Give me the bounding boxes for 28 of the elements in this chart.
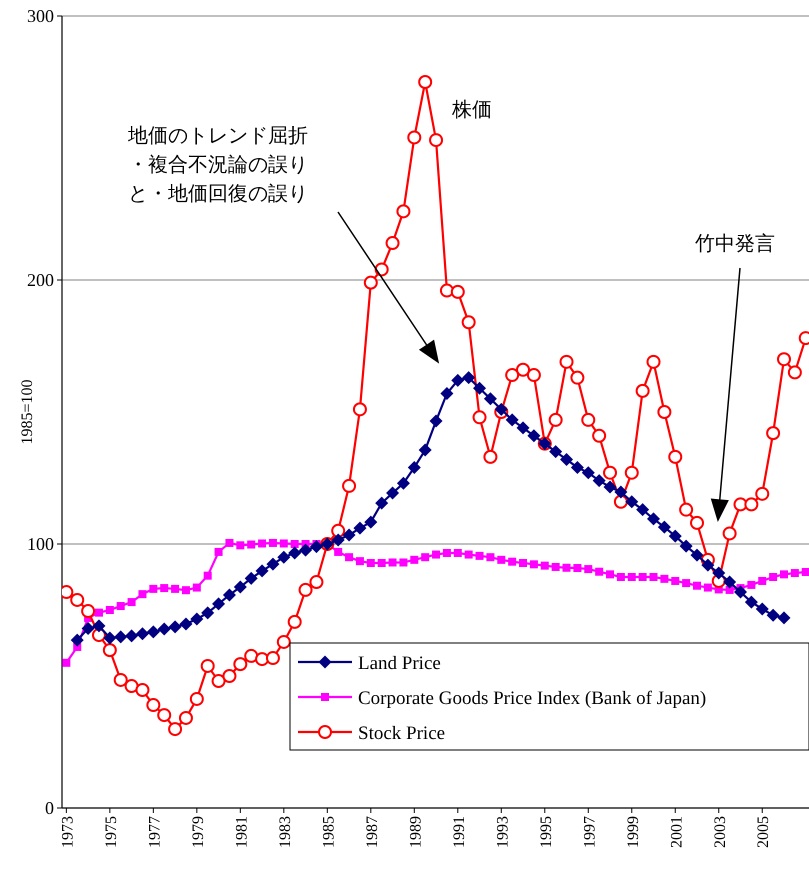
x-tick-label: 2005 xyxy=(755,816,772,848)
annotation: 竹中発言 xyxy=(695,231,775,255)
y-tick-label: 0 xyxy=(45,798,54,818)
y-tick-label: 100 xyxy=(27,534,54,554)
x-tick-label: 2001 xyxy=(668,816,686,848)
y-tick-label: 200 xyxy=(27,270,54,290)
x-tick-label: 1993 xyxy=(494,816,512,848)
x-tick-label: 2003 xyxy=(712,816,729,848)
annotation: 株価 xyxy=(451,97,492,121)
x-tick-label: 1991 xyxy=(450,816,468,848)
legend-label: Corporate Goods Price Index (Bank of Japan) xyxy=(358,688,706,709)
x-tick-label: 1999 xyxy=(624,816,642,848)
x-tick-label: 1995 xyxy=(538,816,555,848)
x-tick-label: 1979 xyxy=(190,816,207,848)
x-tick-label: 1981 xyxy=(233,816,250,848)
x-tick-label: 1987 xyxy=(364,816,381,848)
x-tick-label: 1983 xyxy=(276,816,294,848)
y-tick-label: 300 xyxy=(27,6,54,26)
x-tick-label: 1973 xyxy=(59,816,76,848)
legend-label: Stock Price xyxy=(358,723,446,744)
legend-label: Land Price xyxy=(358,653,441,674)
y-axis-title: 1985=100 xyxy=(19,379,36,445)
annotation: 地価のトレンド屈折・複合不況論の誤りと・地価回復の誤り xyxy=(127,123,308,205)
x-tick-label: 1975 xyxy=(102,816,120,848)
x-tick-label: 1989 xyxy=(407,816,424,848)
x-tick-label: 1997 xyxy=(581,816,598,848)
x-tick-label: 1977 xyxy=(146,816,164,848)
x-tick-label: 1985 xyxy=(320,816,338,848)
